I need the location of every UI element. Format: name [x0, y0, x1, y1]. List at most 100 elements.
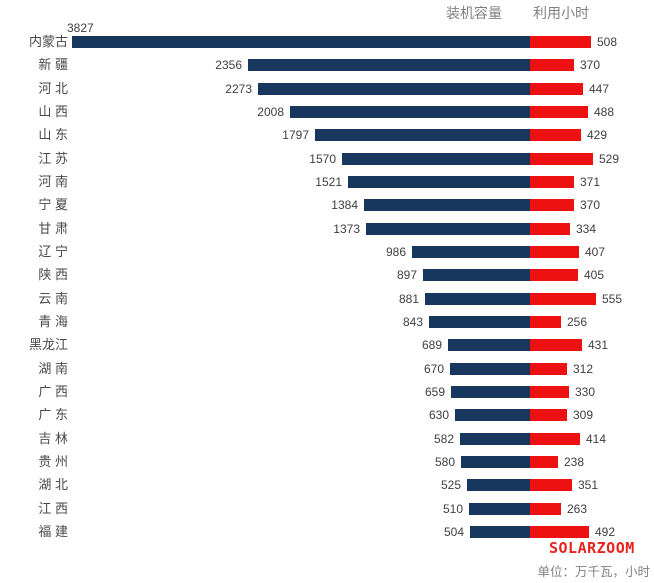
- category-label: 广 西: [38, 383, 68, 399]
- category-label: 广 东: [38, 407, 68, 423]
- hours-value: 256: [567, 314, 588, 329]
- hours-value: 370: [580, 58, 601, 73]
- hours-bar: [530, 269, 578, 282]
- category-label: 甘 肃: [38, 220, 68, 236]
- hours-bar: [530, 82, 583, 95]
- hours-bar: [530, 175, 574, 188]
- hours-value: 508: [597, 35, 618, 49]
- capacity-value: 986: [385, 244, 406, 259]
- capacity-value: 582: [433, 431, 454, 446]
- hours-bar: [530, 199, 574, 212]
- hours-bar: [530, 339, 582, 352]
- capacity-bar: [412, 245, 530, 258]
- category-label: 新 疆: [38, 57, 68, 73]
- category-label: 湖 南: [38, 360, 68, 376]
- capacity-bar: [248, 59, 530, 72]
- hours-bar: [530, 455, 558, 468]
- capacity-value: 2356: [215, 58, 242, 73]
- hours-value: 309: [573, 408, 594, 423]
- hours-bar: [530, 315, 561, 328]
- hours-value: 238: [564, 454, 585, 469]
- hours-bar: [530, 409, 567, 422]
- capacity-bar: [366, 222, 530, 235]
- category-label: 湖 北: [38, 477, 68, 493]
- category-label: 辽 宁: [38, 243, 68, 259]
- hours-value: 431: [588, 338, 609, 353]
- hours-bar: [530, 152, 593, 165]
- category-label: 山 东: [38, 127, 68, 143]
- category-label: 云 南: [38, 290, 68, 306]
- category-label: 内蒙古: [28, 34, 68, 49]
- category-label: 宁 夏: [38, 197, 68, 213]
- capacity-bar: [451, 385, 530, 398]
- capacity-bar: [258, 82, 530, 95]
- hours-value: 529: [599, 151, 620, 166]
- capacity-bar: [429, 315, 530, 328]
- category-label: 福 建: [38, 523, 68, 539]
- capacity-value: 510: [442, 501, 463, 516]
- hours-bar: [530, 59, 574, 72]
- category-label: 河 南: [38, 173, 68, 189]
- hours-value: 405: [584, 268, 605, 283]
- capacity-value: 670: [423, 361, 444, 376]
- capacity-bar: [423, 269, 530, 282]
- brand-watermark: SOLARZOOM: [549, 539, 635, 557]
- capacity-value: 659: [424, 384, 445, 399]
- category-label: 吉 林: [38, 430, 68, 446]
- capacity-bar: [425, 292, 530, 305]
- capacity-value: 630: [428, 408, 449, 423]
- hours-bar: [530, 36, 591, 48]
- hours-value: 312: [573, 361, 594, 376]
- hours-bar: [530, 292, 596, 305]
- hours-bar: [530, 432, 580, 445]
- hours-value: 555: [602, 291, 623, 306]
- hours-value: 429: [587, 128, 608, 143]
- capacity-value: 2273: [225, 81, 252, 96]
- capacity-bar: [348, 175, 530, 188]
- unit-note: 单位：万千瓦，小时: [537, 565, 650, 579]
- hours-bar: [530, 105, 588, 118]
- capacity-bar: [461, 455, 530, 468]
- capacity-bar: [448, 339, 530, 352]
- series-header-hours: 利用小时: [533, 5, 589, 21]
- capacity-value: 881: [398, 291, 419, 306]
- hours-value: 447: [589, 81, 610, 96]
- capacity-value: 525: [440, 478, 461, 493]
- capacity-value: 897: [396, 268, 417, 283]
- capacity-bar: [450, 362, 530, 375]
- capacity-value: 504: [443, 524, 464, 539]
- category-label: 贵 州: [38, 453, 68, 469]
- category-label: 陕 西: [38, 267, 68, 283]
- hours-value: 351: [578, 478, 599, 493]
- series-header-capacity: 装机容量: [446, 5, 502, 21]
- capacity-value: 1384: [331, 198, 358, 213]
- capacity-bar: [290, 105, 530, 118]
- hours-bar: [530, 245, 579, 258]
- hours-bar: [530, 129, 581, 142]
- capacity-bar: [342, 152, 530, 165]
- capacity-bar: [460, 432, 530, 445]
- hours-value: 492: [595, 524, 616, 539]
- capacity-value: 689: [421, 338, 442, 353]
- hours-value: 407: [585, 244, 606, 259]
- capacity-bar: [455, 409, 530, 422]
- capacity-value: 3827: [67, 21, 94, 35]
- hours-value: 488: [594, 104, 615, 119]
- hours-bar: [530, 502, 561, 515]
- hours-value: 414: [586, 431, 607, 446]
- category-label: 江 苏: [38, 150, 68, 166]
- hours-value: 330: [575, 384, 596, 399]
- capacity-value: 1521: [315, 174, 342, 189]
- capacity-bar: [364, 199, 530, 212]
- category-label: 青 海: [38, 313, 68, 329]
- hours-bar: [530, 525, 589, 538]
- capacity-bar: [315, 129, 530, 142]
- category-label: 黑龙江: [28, 337, 68, 353]
- hours-value: 371: [580, 174, 601, 189]
- hours-bar: [530, 222, 570, 235]
- capacity-value: 843: [402, 314, 423, 329]
- hours-value: 334: [576, 221, 597, 236]
- capacity-value: 580: [434, 454, 455, 469]
- capacity-bar: [467, 479, 530, 492]
